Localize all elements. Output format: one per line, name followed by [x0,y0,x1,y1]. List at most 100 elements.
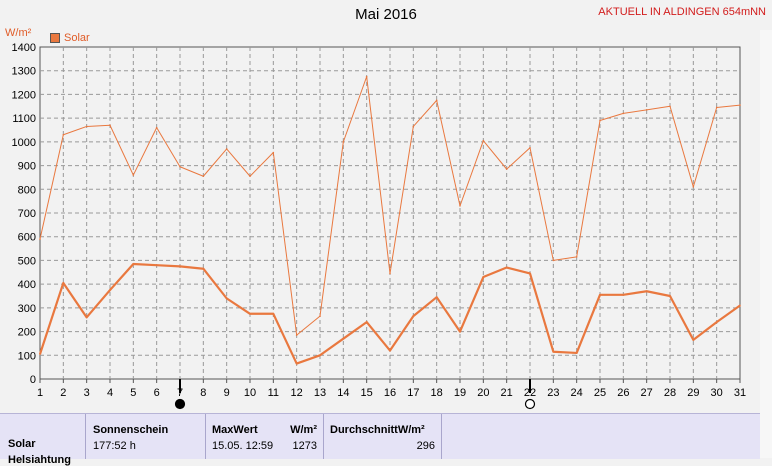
data-point [132,174,135,176]
data-point [62,282,65,284]
data-point [552,350,555,353]
data-point [202,175,205,178]
y-tick-label: 1400 [12,42,36,54]
y-tick-label: 400 [18,279,36,291]
y-tick-label: 900 [18,161,36,173]
data-point [622,112,625,115]
footer-row-label: Solar [8,438,36,450]
data-point [715,321,718,323]
data-point [389,349,391,352]
data-point [529,146,531,149]
max-header: MaxWert [212,424,258,436]
data-point [389,272,391,275]
x-tick-label: 28 [664,387,676,399]
x-tick-label: 17 [407,387,419,399]
data-point [179,165,181,168]
y-tick-label: 100 [18,350,36,362]
x-tick-label: 26 [617,387,629,399]
data-point [715,106,718,109]
data-point [272,151,275,154]
data-point [505,266,508,269]
data-point [365,75,368,78]
x-tick-label: 2 [60,387,66,399]
data-point [155,126,158,129]
data-point [692,339,695,341]
data-point [62,133,65,136]
data-point [225,148,228,150]
data-point [319,315,321,317]
data-point [599,119,601,122]
x-tick-label: 16 [384,387,396,399]
sunshine-value: 177:52 h [93,440,136,452]
sunshine-header: Sonnenschein [93,424,169,436]
solar-chart: 0 100 200 300 400 500 600 700 800 900 1000 1100 1200… [12,42,746,410]
x-tick-label: 9 [224,387,230,399]
data-point [132,263,135,265]
data-point [645,109,648,111]
max-cell: MaxWert W/m² 15.05. 12:59 1273 [206,414,324,459]
data-point [435,296,438,298]
y-tick-label: 1100 [12,113,36,125]
data-point [342,337,345,340]
data-point [249,175,251,178]
average-cell: DurchschnittW/m² 296 [324,414,442,459]
data-point [319,354,321,357]
data-point [225,297,228,300]
data-point [575,352,578,354]
x-tick-label: 27 [641,387,653,399]
data-point [505,168,508,170]
data-point [459,330,461,333]
data-point [459,205,461,207]
data-point [412,125,415,128]
x-tick-label: 6 [154,387,160,399]
x-tick-label: 11 [268,387,279,399]
footer-label-cell: Solar Helsiahtung [0,414,86,466]
data-point [295,362,298,365]
side-strip [760,30,772,458]
legend-swatch [50,33,60,43]
y-tick-label: 1300 [12,66,36,78]
x-tick-label: 21 [501,387,513,399]
y-tick-label: 0 [30,374,36,386]
data-point [202,267,205,270]
x-tick-label: 18 [431,387,443,399]
data-point [482,276,485,278]
legend: Solar [50,32,90,44]
x-tick-label: 30 [711,387,723,399]
data-point [109,124,111,127]
x-tick-label: 3 [84,387,90,399]
data-point [179,265,181,268]
average-header: DurchschnittW/m² [330,424,425,436]
x-tick-label: 15 [361,387,373,399]
average-value: 296 [416,440,435,452]
y-tick-label: 500 [18,255,36,267]
x-tick-label: 20 [477,387,489,399]
x-tick-label: 24 [571,387,583,399]
data-point [155,264,158,266]
data-point [295,334,298,336]
x-tick-label: 12 [291,387,303,399]
data-point [692,186,695,188]
data-point [482,139,485,142]
data-point [342,141,345,143]
x-tick-label: 10 [244,387,256,399]
data-point [669,105,671,108]
data-point [365,321,368,323]
max-unit: W/m² [290,424,317,436]
data-point [412,315,415,317]
data-point [249,312,251,315]
legend-label: Solar [64,32,90,44]
data-point [85,316,88,319]
x-tick-label: 14 [337,387,349,399]
x-tick-label: 23 [547,387,559,399]
station-label: AKTUELL IN ALDINGEN 654mNN [598,6,766,18]
new-moon-icon [174,398,186,410]
x-tick-label: 29 [687,387,699,399]
y-tick-label: 300 [18,303,36,315]
x-tick-label: 4 [107,387,113,399]
statistics-footer: Solar Helsiahtung Sonnenschein 177:52 h … [0,413,760,466]
full-moon-icon [524,398,536,410]
data-point [622,294,625,296]
data-point [552,259,555,262]
data-point [39,353,41,355]
